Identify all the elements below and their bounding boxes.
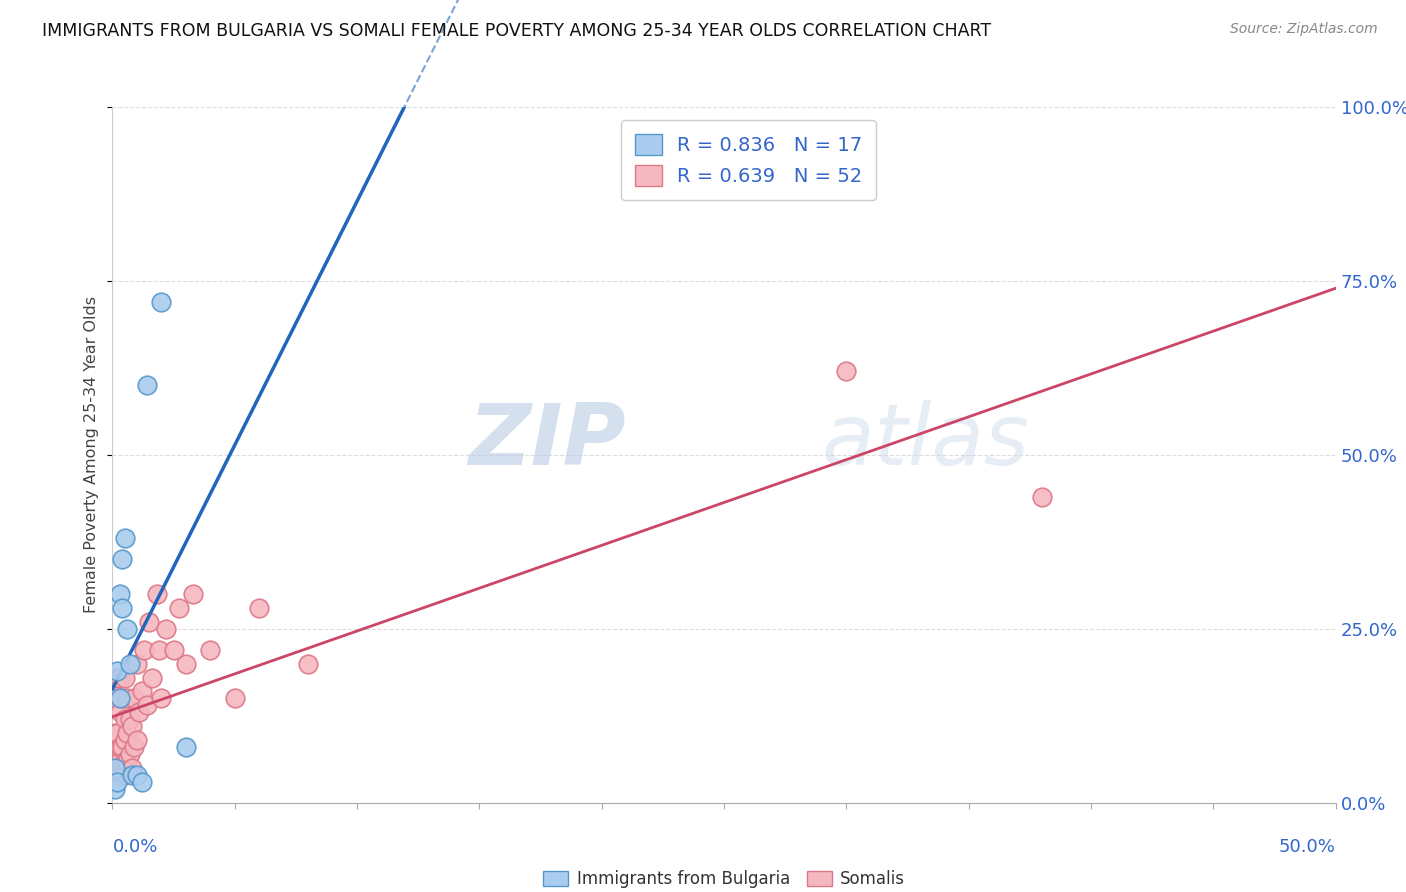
Point [105, 664, 128, 678]
Point [297, 657, 319, 671]
Text: Source: ZipAtlas.com: Source: ZipAtlas.com [1230, 22, 1378, 37]
Point [104, 761, 127, 775]
Point [125, 657, 148, 671]
Point [125, 733, 148, 747]
Point [114, 532, 136, 546]
Point [124, 691, 146, 706]
Point [108, 587, 131, 601]
Point [118, 712, 141, 726]
Point [114, 754, 136, 768]
Point [114, 768, 136, 782]
Point [163, 642, 186, 657]
Y-axis label: Female Poverty Among 25-34 Year Olds: Female Poverty Among 25-34 Year Olds [84, 296, 100, 614]
Point [104, 726, 127, 740]
Point [835, 364, 858, 378]
Point [105, 726, 128, 740]
Text: atlas: atlas [823, 400, 1031, 483]
Point [115, 726, 138, 740]
Point [115, 754, 138, 768]
Point [141, 671, 163, 685]
Point [125, 768, 148, 782]
Point [111, 601, 134, 615]
Point [111, 552, 134, 566]
Text: 50.0%: 50.0% [1279, 838, 1336, 855]
Point [114, 712, 136, 726]
Point [131, 684, 153, 698]
Point [111, 691, 134, 706]
Point [121, 768, 143, 782]
Point [174, 740, 197, 755]
Point [135, 698, 157, 713]
Point [134, 642, 156, 657]
Point [145, 587, 167, 601]
Point [115, 691, 138, 706]
Point [104, 768, 127, 782]
Point [105, 671, 128, 685]
Point [108, 706, 131, 720]
Point [108, 754, 131, 768]
Text: IMMIGRANTS FROM BULGARIA VS SOMALI FEMALE POVERTY AMONG 25-34 YEAR OLDS CORRELAT: IMMIGRANTS FROM BULGARIA VS SOMALI FEMAL… [42, 22, 991, 40]
Point [167, 601, 190, 615]
Point [111, 740, 134, 755]
Point [131, 775, 153, 789]
Point [174, 657, 197, 671]
Point [247, 601, 270, 615]
Point [148, 642, 170, 657]
Point [115, 622, 138, 636]
Point [200, 642, 222, 657]
Point [104, 781, 127, 796]
Point [150, 691, 173, 706]
Point [121, 719, 143, 733]
Point [150, 294, 173, 309]
Point [104, 691, 127, 706]
Point [114, 733, 136, 747]
Text: 0.0%: 0.0% [112, 838, 157, 855]
Point [124, 740, 146, 755]
Point [108, 691, 131, 706]
Point [118, 747, 141, 761]
Point [108, 671, 131, 685]
Point [111, 768, 134, 782]
Point [104, 754, 127, 768]
Text: ZIP: ZIP [468, 400, 626, 483]
Point [105, 775, 128, 789]
Point [105, 768, 128, 782]
Point [138, 615, 160, 629]
Legend: Immigrants from Bulgaria, Somalis: Immigrants from Bulgaria, Somalis [537, 863, 911, 892]
Point [128, 706, 150, 720]
Point [108, 768, 131, 782]
Point [181, 587, 204, 601]
Point [155, 622, 177, 636]
Point [118, 657, 141, 671]
Point [121, 761, 143, 775]
Point [1031, 490, 1053, 504]
Point [105, 754, 128, 768]
Point [135, 378, 157, 392]
Point [108, 740, 131, 755]
Point [224, 691, 246, 706]
Point [114, 671, 136, 685]
